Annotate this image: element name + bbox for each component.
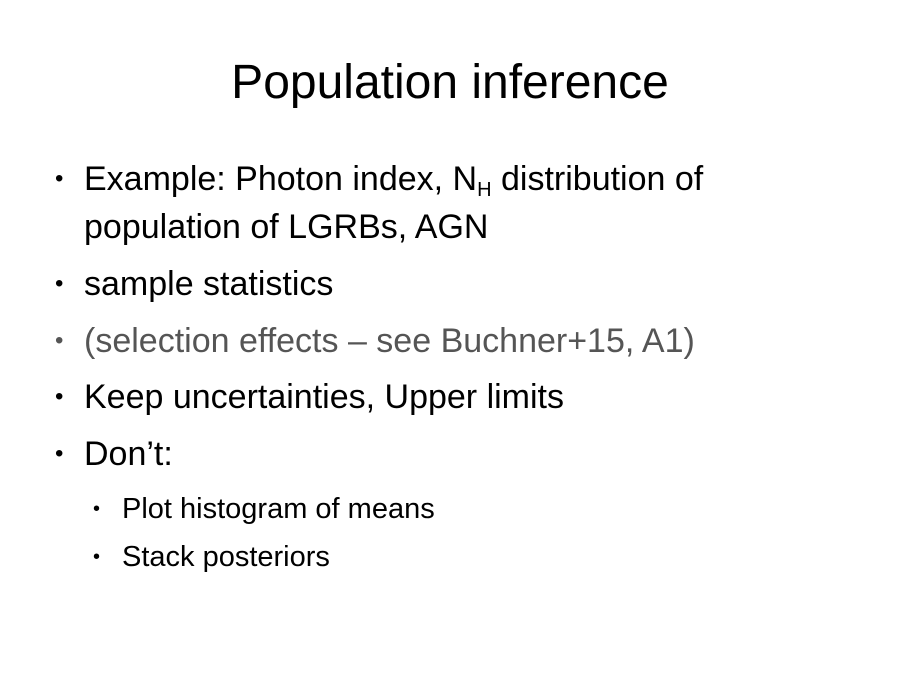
bullet-item: • Keep uncertainties, Upper limits xyxy=(55,373,855,421)
sub-bullet-item: • Plot histogram of means xyxy=(93,491,853,527)
bullet-icon: • xyxy=(93,498,101,520)
subscript: H xyxy=(477,179,492,201)
bullet-item: • (selection effects – see Buchner+15, A… xyxy=(55,317,855,365)
sub-bullet-item: • Stack posteriors xyxy=(93,539,853,575)
bullet-item: • Example: Photon index, NH distribution… xyxy=(55,155,855,251)
bullet-icon: • xyxy=(55,440,64,467)
bullet-icon: • xyxy=(55,327,64,354)
bullet-text: (selection effects – see Buchner+15, A1) xyxy=(84,322,695,360)
sub-bullet-text: Stack posteriors xyxy=(122,541,330,573)
bullet-text-part: distribution of population of LGRBs, AGN xyxy=(84,160,704,246)
bullet-icon: • xyxy=(55,383,64,410)
bullet-icon: • xyxy=(93,546,101,568)
bullet-text: Example: Photon index, NH distribution o… xyxy=(84,155,855,251)
bullet-icon: • xyxy=(55,165,64,192)
bullet-text: Don’t: xyxy=(84,435,173,473)
bullet-text-part: Example: Photon index, N xyxy=(84,160,478,198)
bullet-text: sample statistics xyxy=(84,265,334,303)
sub-bullet-text: Plot histogram of means xyxy=(122,493,435,525)
bullet-text: Keep uncertainties, Upper limits xyxy=(84,378,565,416)
bullet-item: • Don’t: xyxy=(55,430,855,478)
bullet-item: • sample statistics xyxy=(55,260,855,308)
slide-title: Population inference xyxy=(231,56,669,109)
bullet-icon: • xyxy=(55,270,64,297)
